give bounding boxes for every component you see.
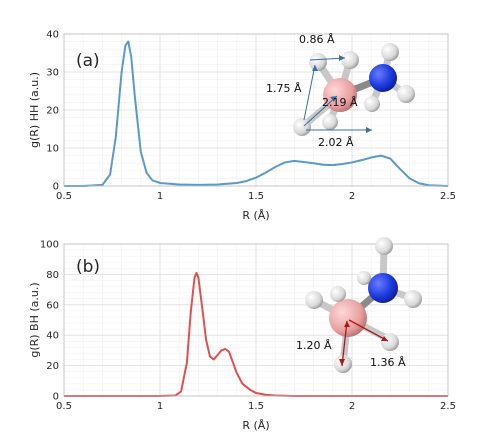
x-tick-label: 1.5 xyxy=(248,401,264,412)
x-tick-label: 2.5 xyxy=(440,401,456,412)
annotation-1.36: 1.36 Å xyxy=(370,356,406,369)
y-tick-label: 0 xyxy=(53,182,59,193)
y-tick-label: 80 xyxy=(46,270,59,281)
x-axis-label-b: R (Å) xyxy=(242,419,269,432)
panel-label-b: (b) xyxy=(76,257,100,277)
annotation-2.19: 2.19 Å xyxy=(322,96,358,109)
y-axis-label-b: g(R) BH (a.u.) xyxy=(28,282,41,357)
ticks-a: 0.5 1 1.5 2 2.5 0 10 20 30 40 xyxy=(46,30,456,203)
y-tick-label: 40 xyxy=(46,30,59,41)
x-tick-label: 2.5 xyxy=(440,191,456,202)
x-tick-label: 0.5 xyxy=(56,401,72,412)
y-tick-label: 20 xyxy=(46,361,59,372)
y-tick-label: 0 xyxy=(53,392,59,403)
x-tick-label: 2 xyxy=(349,401,355,412)
annotation-0.86: 0.86 Å xyxy=(299,33,335,46)
y-tick-label: 20 xyxy=(46,106,59,117)
y-tick-label: 40 xyxy=(46,331,59,342)
x-tick-label: 1.5 xyxy=(248,191,264,202)
y-tick-label: 100 xyxy=(40,240,59,251)
y-axis-label-a: g(R) HH (a.u.) xyxy=(28,72,41,148)
panel-a-chart: 0.5 1 1.5 2 2.5 0 10 20 30 40 (a) R (Å) g(R) HH (… xyxy=(28,30,456,223)
y-tick-label: 60 xyxy=(46,300,59,311)
annotation-1.20: 1.20 Å xyxy=(296,339,332,352)
panel-b-chart: 0.5 1 1.5 2 2.5 0 20 40 60 80 100 (b) R (Å) g(R) B… xyxy=(28,237,456,432)
x-tick-label: 0.5 xyxy=(56,191,72,202)
series-line-a xyxy=(64,40,449,187)
series-line-b xyxy=(64,271,448,397)
y-tick-label: 30 xyxy=(46,68,59,79)
y-tick-label: 10 xyxy=(46,144,59,155)
x-tick-label: 2 xyxy=(349,191,355,202)
axes-frame-a xyxy=(63,33,449,187)
annotation-2.02: 2.02 Å xyxy=(318,136,354,149)
axes-frame-b xyxy=(63,243,449,397)
molecule-inset-a: 0.86 Å 1.75 Å 2.19 Å 2.02 Å xyxy=(266,33,415,149)
x-tick-label: 1 xyxy=(157,401,163,412)
x-tick-label: 1 xyxy=(157,191,163,202)
panel-label-a: (a) xyxy=(76,51,100,71)
grid-b xyxy=(63,243,449,397)
x-axis-label-a: R (Å) xyxy=(242,209,269,222)
molecule-inset-b: 1.20 Å 1.36 Å xyxy=(296,237,422,373)
ticks-b: 0.5 1 1.5 2 2.5 0 20 40 60 80 100 xyxy=(40,240,456,413)
annotation-1.75: 1.75 Å xyxy=(266,82,302,95)
